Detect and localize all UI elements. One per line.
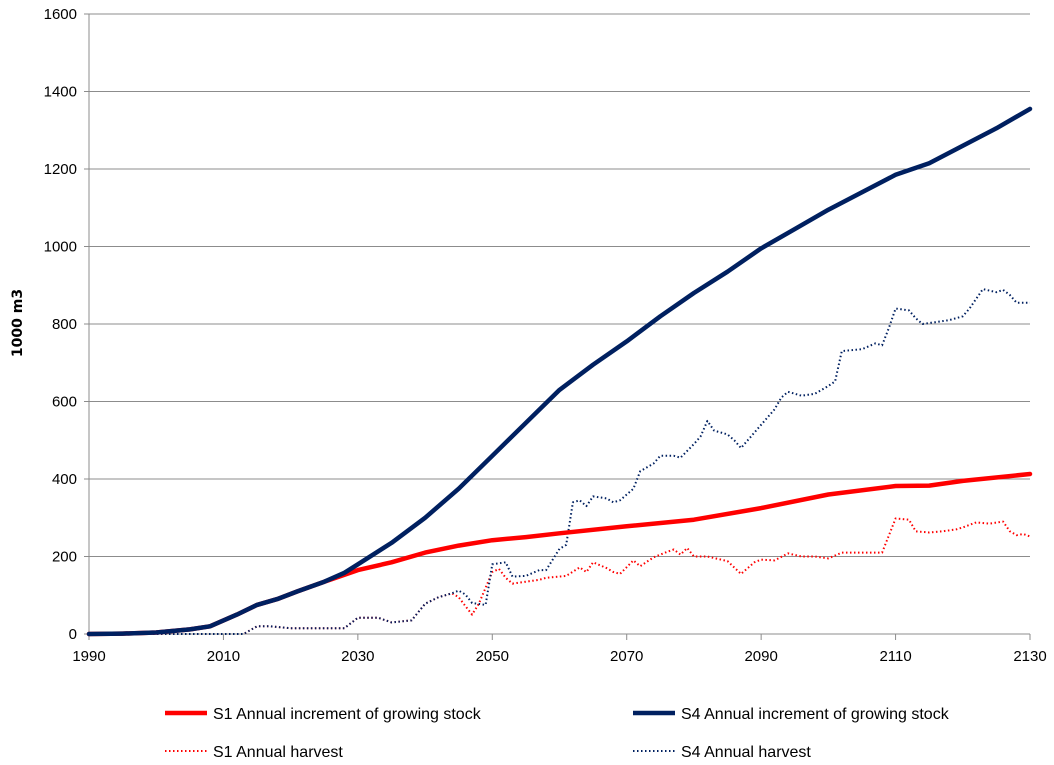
- series-line-1: [86, 471, 1033, 637]
- x-tick-label: 2110: [879, 648, 911, 665]
- x-tick-label: 2070: [610, 648, 643, 665]
- y-tick-label: 600: [52, 394, 77, 411]
- gridlines: [89, 13, 1030, 557]
- x-tick-label: 2010: [207, 648, 240, 665]
- axes: 0 200 400 600 800 1000 1200 1400 1600 1990 2010 203…: [44, 6, 1047, 665]
- y-tick-label: 1400: [44, 84, 77, 101]
- y-tick-label: 400: [52, 471, 77, 488]
- y-tick-label: 1200: [44, 161, 77, 178]
- x-tick-label: 2050: [476, 648, 509, 665]
- y-tick-label: 200: [52, 549, 77, 566]
- legend-label-3: S1 Annual harvest: [213, 744, 343, 761]
- y-tick-label: 1600: [44, 6, 77, 23]
- legend-label-2: S4 Annual increment of growing stock: [681, 706, 950, 723]
- x-tick-label: 2130: [1013, 648, 1046, 665]
- legend-label-1: S1 Annual increment of growing stock: [213, 706, 482, 723]
- y-tick-label: 1000: [44, 239, 77, 256]
- series-line-2: [86, 106, 1033, 637]
- series-lines: [86, 106, 1033, 637]
- y-axis-title: 1000 m3: [10, 289, 26, 357]
- series-line-4: [89, 288, 1030, 635]
- x-tick-label: 2030: [341, 648, 374, 665]
- x-tick-label: 1990: [72, 648, 105, 665]
- y-tick-label: 800: [52, 316, 77, 333]
- legend: S1 Annual increment of growing stock S4 A…: [165, 706, 950, 761]
- x-tick-label: 2090: [744, 648, 777, 665]
- legend-label-4: S4 Annual harvest: [681, 744, 811, 761]
- y-tick-label: 0: [69, 626, 77, 643]
